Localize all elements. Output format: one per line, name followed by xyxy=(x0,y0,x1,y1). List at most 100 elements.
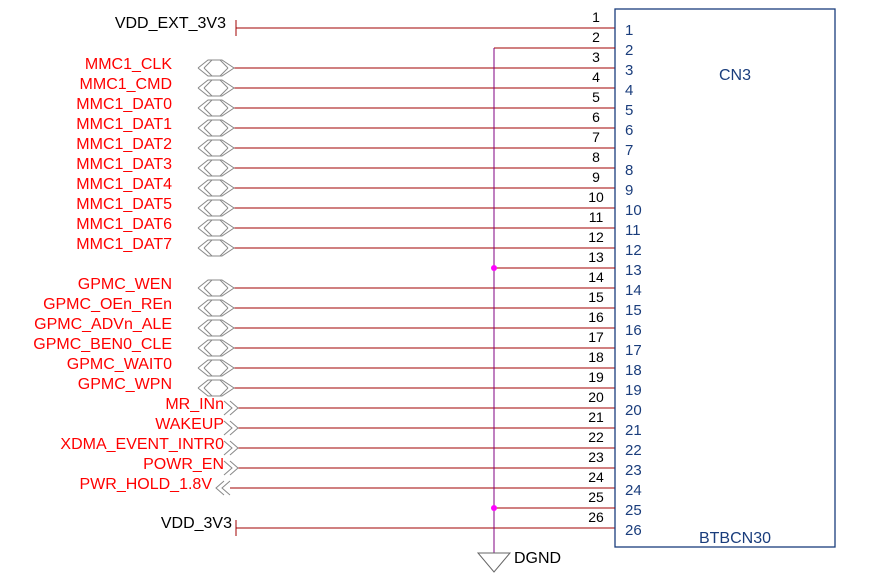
net-label: MMC1_DAT7 xyxy=(76,236,172,253)
pin-number-inner: 14 xyxy=(625,282,642,299)
bidirectional-port-icon xyxy=(197,119,235,137)
input-port-icon xyxy=(223,420,239,436)
net-label: MMC1_DAT2 xyxy=(76,136,172,153)
junction-dot xyxy=(491,265,497,271)
output-port-icon xyxy=(215,480,240,496)
pin-number-inner: 3 xyxy=(625,62,633,79)
pin-number-inner: 21 xyxy=(625,422,642,439)
connector-body xyxy=(614,8,836,548)
pin-number-outer: 15 xyxy=(588,289,604,305)
labels-layer: MMC1_CLK MMC1_CMD MMC1_DAT0 MMC1_DAT1 MMC1_D… xyxy=(33,15,232,532)
wires-layer xyxy=(234,20,615,536)
net-label: GPMC_ADVn_ALE xyxy=(34,316,172,333)
bidirectional-port-icon xyxy=(197,199,235,217)
pin-number-outer: 24 xyxy=(588,469,604,485)
net-label: MMC1_DAT5 xyxy=(76,196,172,213)
bidirectional-port-icon xyxy=(197,139,235,157)
bidirectional-port-icon xyxy=(197,339,235,357)
pin-number-outer: 7 xyxy=(592,129,600,145)
junction-dot xyxy=(491,505,497,511)
pin-number-inner: 24 xyxy=(625,482,642,499)
pin-number-inner: 11 xyxy=(625,222,641,239)
pin-number-outer: 9 xyxy=(592,169,600,185)
pin-number-outer: 3 xyxy=(592,49,600,65)
pin-number-inner: 18 xyxy=(625,362,642,379)
pin-number-outer: 14 xyxy=(588,269,604,285)
pin-number-inner: 22 xyxy=(625,442,642,459)
bidirectional-port-icon xyxy=(197,319,235,337)
pin-number-outer: 8 xyxy=(592,149,600,165)
pin-number-inner: 1 xyxy=(625,22,633,39)
bidirectional-port-icon xyxy=(197,179,235,197)
input-port-icon xyxy=(223,460,239,476)
pin-number-inner: 5 xyxy=(625,102,633,119)
pin-number-outer: 25 xyxy=(588,489,604,505)
net-label: XDMA_EVENT_INTR0 xyxy=(60,436,224,453)
pin-number-outer: 18 xyxy=(588,349,604,365)
net-label: MMC1_CMD xyxy=(80,76,172,93)
pin-number-inner: 26 xyxy=(625,522,642,539)
pin-number-inner: 7 xyxy=(625,142,633,159)
net-label: GPMC_WPN xyxy=(78,376,172,393)
bidirectional-port-icon xyxy=(197,159,235,177)
bidirectional-port-icon xyxy=(197,359,235,377)
net-label: GPMC_OEn_REn xyxy=(43,296,172,313)
pin-number-inner: 2 xyxy=(625,42,633,59)
pin-number-inner: 6 xyxy=(625,122,633,139)
pin-number-outer: 22 xyxy=(588,429,604,445)
net-label: GPMC_WEN xyxy=(78,276,172,293)
net-label: PWR_HOLD_1.8V xyxy=(80,476,213,493)
pin-number-outer: 13 xyxy=(588,249,604,265)
pin-number-outer: 4 xyxy=(592,69,600,85)
pin-number-inner: 17 xyxy=(625,342,642,359)
pin-number-outer: 23 xyxy=(588,449,604,465)
pin-number-outer: 11 xyxy=(589,209,604,225)
pin-number-inner: 23 xyxy=(625,462,642,479)
connector-refdes: CN3 xyxy=(719,67,751,84)
pin-number-inner: 15 xyxy=(625,302,642,319)
net-label: MMC1_DAT4 xyxy=(76,176,172,193)
bidirectional-port-icon xyxy=(197,219,235,237)
net-label: MMC1_DAT3 xyxy=(76,156,172,173)
ports-layer xyxy=(197,59,240,496)
ground-icon xyxy=(476,552,512,573)
pin-number-outer: 20 xyxy=(588,389,604,405)
power-net-label: VDD_3V3 xyxy=(161,515,232,532)
pin-number-outer: 10 xyxy=(588,189,604,205)
bidirectional-port-icon xyxy=(197,59,235,77)
pin-number-inner: 9 xyxy=(625,182,633,199)
pin-number-outer: 6 xyxy=(592,109,600,125)
ground-net: DGND xyxy=(476,47,615,573)
pin-number-outer: 2 xyxy=(592,29,600,45)
power-net-label: VDD_EXT_3V3 xyxy=(115,15,226,32)
net-label: GPMC_BEN0_CLE xyxy=(33,336,172,353)
pin-number-inner: 20 xyxy=(625,402,642,419)
pin-number-outer: 19 xyxy=(588,369,604,385)
pin-number-inner: 16 xyxy=(625,322,642,339)
net-label: MMC1_CLK xyxy=(85,56,172,73)
pin-number-outer: 21 xyxy=(588,409,604,425)
connector-symbol: CN3 BTBCN30 1122334455667788991010111112… xyxy=(588,8,836,548)
net-label: WAKEUP xyxy=(155,416,224,433)
pin-number-inner: 12 xyxy=(625,242,642,259)
pin-number-outer: 5 xyxy=(592,89,600,105)
pin-number-inner: 13 xyxy=(625,262,642,279)
bidirectional-port-icon xyxy=(197,239,235,257)
pin-number-inner: 10 xyxy=(625,202,642,219)
pin-number-inner: 4 xyxy=(625,82,633,99)
pin-number-outer: 12 xyxy=(588,229,604,245)
pin-number-outer: 16 xyxy=(588,309,604,325)
input-port-icon xyxy=(223,440,239,456)
net-label: MR_INn xyxy=(165,396,224,413)
bidirectional-port-icon xyxy=(197,279,235,297)
bidirectional-port-icon xyxy=(197,299,235,317)
net-label: POWR_EN xyxy=(143,456,224,473)
net-label: MMC1_DAT0 xyxy=(76,96,172,113)
ground-net-label: DGND xyxy=(514,550,561,567)
bidirectional-port-icon xyxy=(197,79,235,97)
pin-number-inner: 8 xyxy=(625,162,633,179)
pin-number-outer: 1 xyxy=(592,9,600,25)
net-label: MMC1_DAT6 xyxy=(76,216,172,233)
bidirectional-port-icon xyxy=(197,379,235,397)
